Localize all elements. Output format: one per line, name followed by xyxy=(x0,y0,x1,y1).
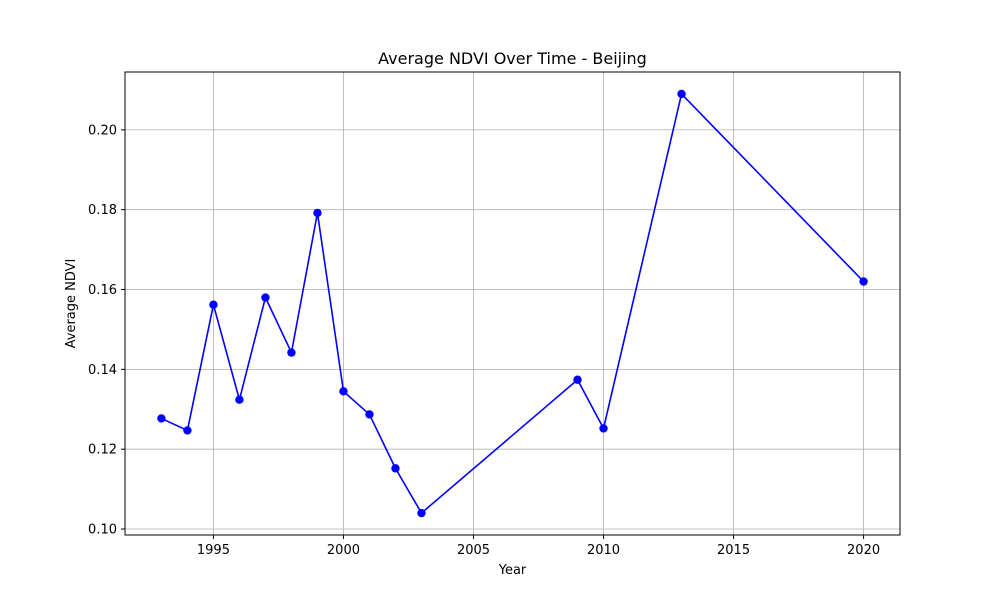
chart-title: Average NDVI Over Time - Beijing xyxy=(378,49,647,68)
data-point xyxy=(365,410,374,419)
x-axis-label: Year xyxy=(498,563,527,578)
y-tick-label: 0.18 xyxy=(88,203,117,218)
y-tick-label: 0.14 xyxy=(88,363,117,378)
y-tick-label: 0.16 xyxy=(88,283,117,298)
grid xyxy=(125,72,900,535)
x-tick-label: 2010 xyxy=(587,543,620,558)
data-point xyxy=(391,464,400,473)
x-tick-label: 2015 xyxy=(717,543,750,558)
data-point xyxy=(287,348,296,357)
data-point xyxy=(339,387,348,396)
data-point xyxy=(183,426,192,435)
data-point xyxy=(261,293,270,302)
y-axis-ticks: 0.10 0.12 0.14 0.16 0.18 0.20 xyxy=(88,123,125,538)
y-axis-label: Average NDVI xyxy=(64,259,79,349)
data-point xyxy=(859,277,868,286)
data-point xyxy=(209,300,218,309)
y-tick-label: 0.10 xyxy=(88,523,117,538)
data-point xyxy=(313,208,322,218)
data-point xyxy=(157,414,166,423)
data-point xyxy=(677,89,686,99)
data-point xyxy=(599,424,608,433)
y-tick-label: 0.20 xyxy=(88,123,117,138)
x-tick-label: 2020 xyxy=(847,543,880,558)
x-tick-label: 1995 xyxy=(197,543,230,558)
data-point xyxy=(235,395,244,404)
data-point xyxy=(573,375,582,384)
x-axis-ticks: 1995 2000 2005 2010 2015 2020 xyxy=(197,535,880,558)
x-tick-label: 2000 xyxy=(327,543,360,558)
axes-frame xyxy=(124,71,901,536)
data-point xyxy=(417,508,426,518)
y-tick-label: 0.12 xyxy=(88,443,117,458)
x-tick-label: 2005 xyxy=(457,543,490,558)
data-points xyxy=(157,89,868,518)
